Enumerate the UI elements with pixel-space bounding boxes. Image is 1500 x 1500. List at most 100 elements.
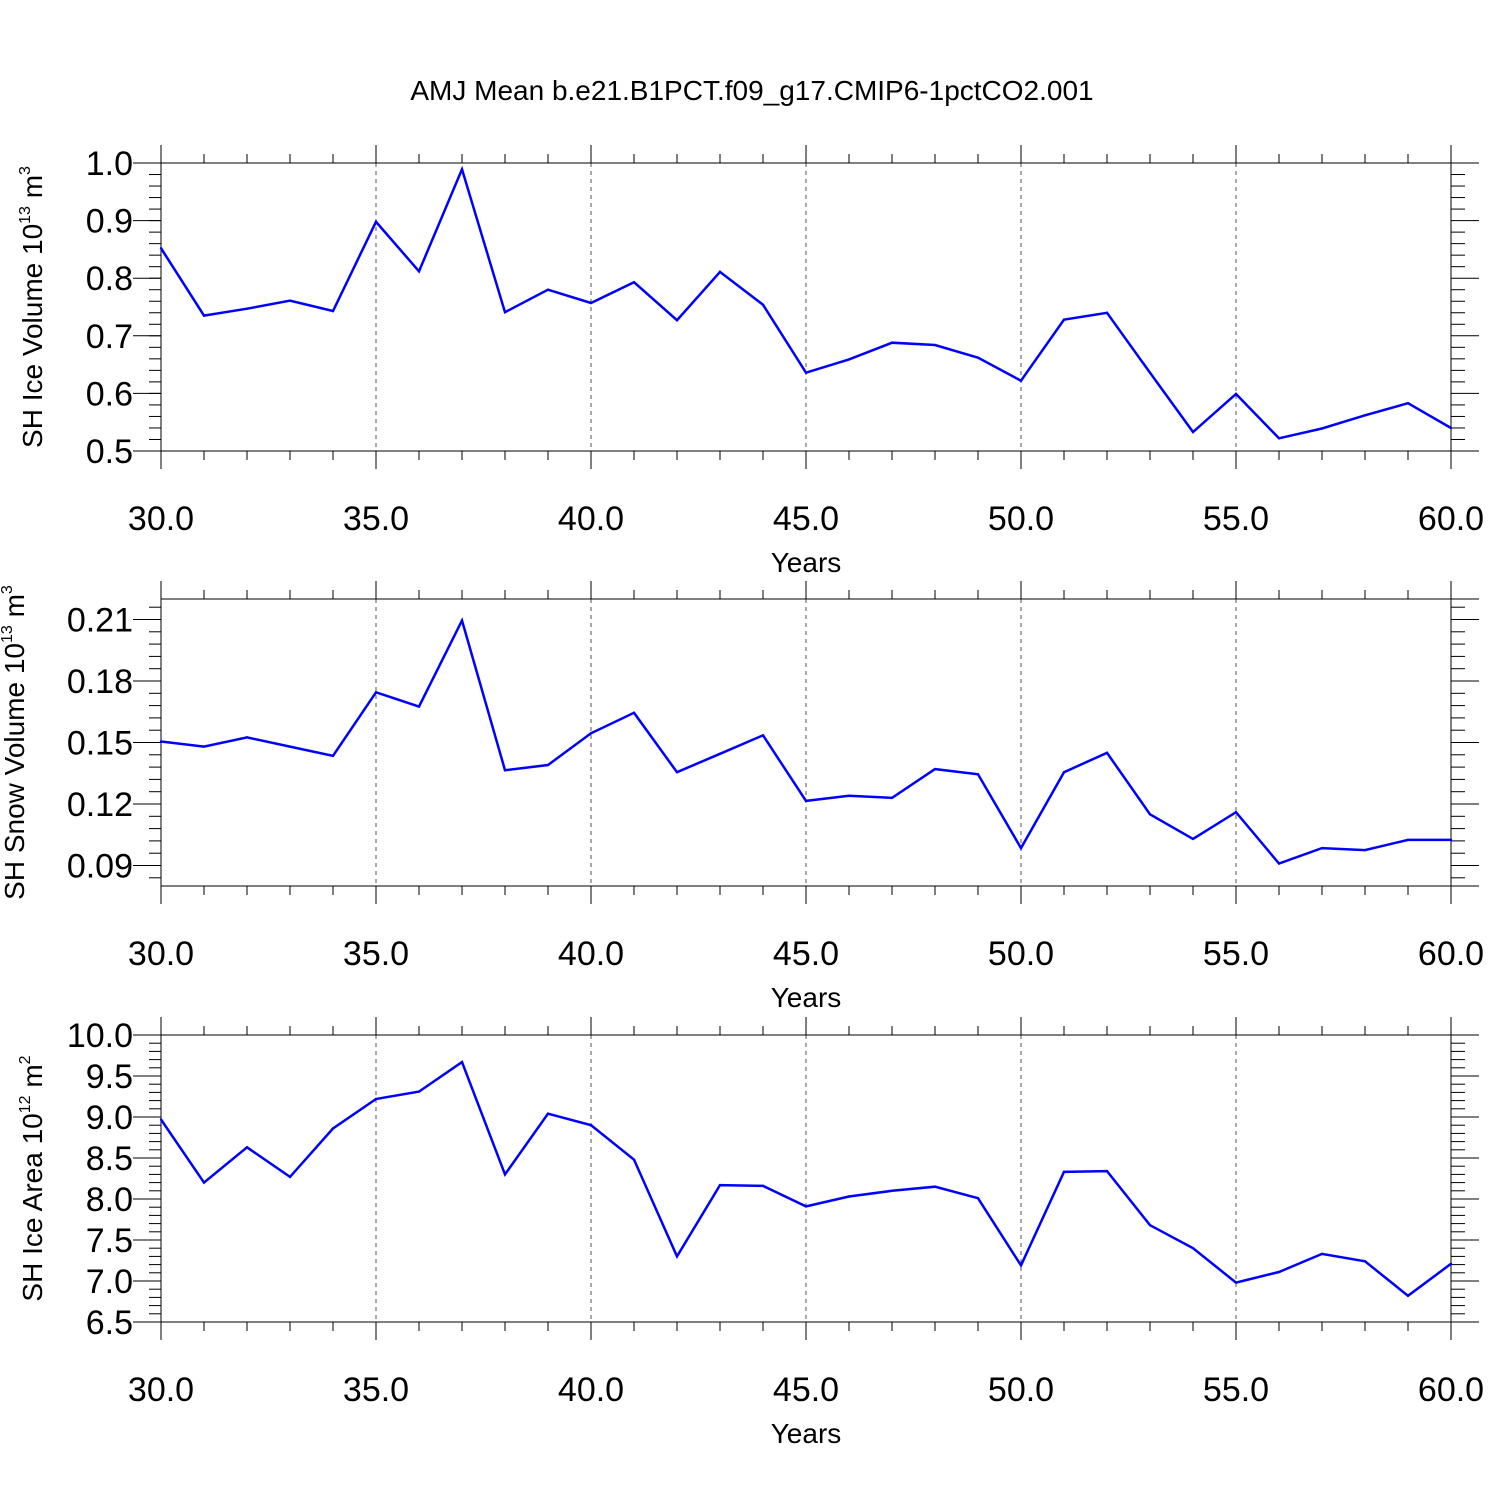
data-point bbox=[1277, 437, 1281, 440]
x-tick-label: 30.0 bbox=[128, 1371, 194, 1409]
data-point bbox=[1105, 311, 1109, 314]
data-point bbox=[976, 773, 980, 776]
data-point bbox=[1449, 426, 1453, 430]
y-axis-title: SH Snow Volume 1013 m3 bbox=[0, 585, 30, 900]
x-tick-label: 35.0 bbox=[343, 500, 409, 538]
y-tick-label: 8.5 bbox=[86, 1140, 133, 1178]
data-point bbox=[546, 1112, 550, 1115]
data-point bbox=[245, 1146, 249, 1149]
x-tick-label: 30.0 bbox=[128, 500, 194, 538]
data-point bbox=[589, 301, 593, 305]
data-point bbox=[288, 299, 292, 302]
data-point bbox=[1019, 846, 1023, 850]
data-point bbox=[1105, 751, 1109, 754]
y-axis-title-unit-exp: 3 bbox=[0, 585, 16, 594]
data-point bbox=[890, 1189, 894, 1193]
y-axis-title-unit-exp: 3 bbox=[17, 166, 34, 175]
y-tick-label: 0.7 bbox=[86, 318, 133, 356]
data-point bbox=[675, 319, 679, 322]
data-point bbox=[1148, 813, 1152, 816]
y-tick-label: 8.0 bbox=[86, 1181, 133, 1219]
data-point bbox=[933, 1185, 937, 1188]
data-point bbox=[546, 763, 550, 767]
data-point bbox=[159, 740, 163, 743]
x-tick-label: 40.0 bbox=[558, 1371, 624, 1409]
y-tick-label: 7.5 bbox=[86, 1222, 133, 1260]
y-axis-title-unit: m bbox=[17, 1064, 48, 1095]
x-tick-label: 45.0 bbox=[773, 935, 839, 973]
y-tick-label: 7.0 bbox=[86, 1263, 133, 1301]
data-point bbox=[847, 358, 851, 361]
x-tick-label: 50.0 bbox=[988, 1371, 1054, 1409]
data-point bbox=[761, 1184, 765, 1188]
data-point bbox=[288, 745, 292, 748]
data-point bbox=[202, 314, 206, 317]
data-point bbox=[546, 288, 550, 291]
data-point bbox=[1406, 401, 1410, 405]
data-point bbox=[1105, 1169, 1109, 1173]
data-point bbox=[1363, 1260, 1367, 1263]
x-tick-label: 60.0 bbox=[1418, 1371, 1484, 1409]
x-tick-label: 45.0 bbox=[773, 1371, 839, 1409]
y-tick-label: 10.0 bbox=[67, 1017, 133, 1055]
data-point bbox=[804, 1205, 808, 1208]
x-tick-label: 45.0 bbox=[773, 500, 839, 538]
data-point bbox=[890, 796, 894, 800]
data-point bbox=[1320, 846, 1324, 850]
y-axis-title-exp: 12 bbox=[17, 1095, 34, 1113]
y-axis-title-exp: 13 bbox=[17, 206, 34, 224]
data-point bbox=[1320, 1252, 1324, 1256]
data-point bbox=[1406, 1294, 1410, 1297]
y-axis-title-main: SH Ice Volume 10 bbox=[17, 224, 48, 448]
data-point bbox=[245, 307, 249, 310]
y-tick-label: 0.6 bbox=[86, 375, 133, 413]
data-point bbox=[374, 691, 378, 694]
y-axis-title: SH Ice Area 1012 m2 bbox=[17, 1055, 48, 1301]
data-point bbox=[1062, 771, 1066, 774]
data-point bbox=[245, 736, 249, 739]
data-point bbox=[417, 705, 421, 708]
data-point bbox=[331, 1127, 335, 1130]
panel-1: 0.5 0.6 0.7 0.8 0.9 1.0 30.0 35.0 40.0 45.0 50.0 55… bbox=[17, 145, 1484, 578]
data-point bbox=[1234, 811, 1238, 814]
x-tick-label: 50.0 bbox=[988, 500, 1054, 538]
data-point bbox=[159, 247, 163, 250]
data-point bbox=[632, 711, 636, 714]
y-tick-label: 0.21 bbox=[67, 602, 133, 640]
data-point bbox=[1191, 430, 1195, 434]
data-point bbox=[718, 270, 722, 274]
data-point bbox=[1019, 379, 1023, 382]
data-point bbox=[890, 341, 894, 344]
data-point bbox=[718, 752, 722, 755]
data-point bbox=[1320, 427, 1324, 430]
data-point bbox=[804, 371, 808, 374]
data-point bbox=[718, 1183, 722, 1187]
x-tick-label: 50.0 bbox=[988, 935, 1054, 973]
data-point bbox=[202, 1181, 206, 1184]
data-point bbox=[374, 220, 378, 223]
data-point bbox=[804, 799, 808, 803]
data-point bbox=[417, 270, 421, 273]
y-tick-label: 0.12 bbox=[67, 786, 133, 824]
data-point bbox=[847, 1195, 851, 1198]
panel-3: 6.57.07.58.08.59.09.510.0 30.0 35.0 40.0 45.… bbox=[17, 1017, 1484, 1449]
data-point bbox=[933, 767, 937, 771]
y-tick-label: 0.9 bbox=[86, 203, 133, 241]
x-axis-title: Years bbox=[771, 547, 842, 578]
data-point bbox=[1277, 862, 1281, 865]
x-axis-title: Years bbox=[771, 982, 842, 1013]
data-point bbox=[374, 1097, 378, 1101]
data-point bbox=[1148, 1224, 1152, 1227]
data-point bbox=[1019, 1264, 1023, 1267]
data-point bbox=[1449, 838, 1453, 842]
data-point bbox=[1363, 848, 1367, 852]
x-tick-label: 30.0 bbox=[128, 935, 194, 973]
data-point bbox=[976, 1196, 980, 1200]
x-tick-label: 60.0 bbox=[1418, 935, 1484, 973]
data-point bbox=[1234, 1281, 1238, 1284]
y-tick-label: 0.5 bbox=[86, 433, 133, 471]
data-point bbox=[1277, 1270, 1281, 1274]
data-point bbox=[1191, 1247, 1195, 1250]
data-point bbox=[331, 309, 335, 313]
